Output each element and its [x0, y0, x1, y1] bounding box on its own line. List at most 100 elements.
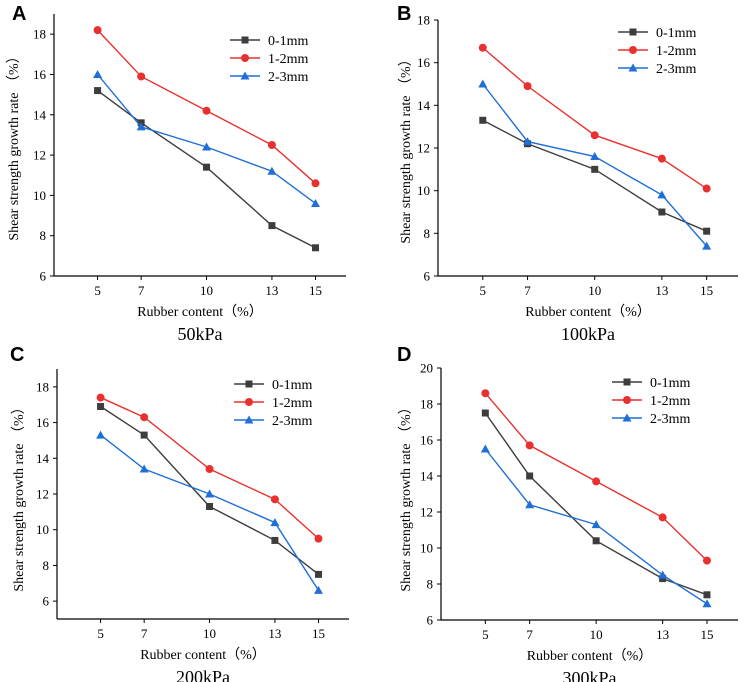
x-tick-label: 7: [524, 283, 531, 298]
data-point: [311, 244, 319, 252]
x-tick-label: 13: [656, 627, 669, 642]
legend-marker: [241, 36, 249, 44]
legend-marker: [240, 71, 250, 80]
data-point: [702, 241, 712, 250]
legend-marker: [245, 380, 253, 388]
data-point: [658, 570, 668, 579]
x-tick-label: 7: [526, 627, 533, 642]
data-point: [657, 190, 667, 199]
data-point: [140, 431, 148, 439]
x-tick-label: 13: [268, 626, 281, 641]
y-tick-label: 18: [417, 13, 430, 28]
data-point: [202, 142, 212, 151]
x-tick-label: 5: [480, 283, 487, 298]
data-point: [94, 87, 102, 95]
data-point: [658, 208, 666, 216]
legend-marker: [623, 378, 631, 386]
legend-label: 0-1mm: [272, 378, 313, 393]
data-point: [96, 393, 105, 402]
y-tick-label: 8: [40, 228, 47, 243]
legend-marker: [623, 396, 631, 404]
legend: 0-1mm 1-2mm 2-3mm: [612, 376, 691, 427]
x-axis-label: Rubber content（%）: [137, 304, 263, 320]
y-tick-label: 14: [36, 451, 50, 466]
data-point: [702, 556, 711, 565]
data-point: [206, 503, 214, 510]
data-point: [479, 116, 487, 124]
data-point: [139, 464, 149, 473]
data-point: [592, 537, 600, 545]
legend-label: 1-2mm: [272, 396, 313, 411]
y-tick-label: 16: [36, 415, 50, 430]
y-tick-label: 10: [33, 188, 46, 203]
panel-title: 100kPa: [561, 324, 615, 344]
panel-title: 50kPa: [178, 324, 223, 344]
panel-D: D 6 8 10 12 14 16 18 20 5 7 10 13 15 Rubber content（%）…: [397, 344, 738, 682]
x-tick-label: 7: [141, 626, 148, 641]
y-tick-label: 6: [427, 613, 434, 628]
panel-title: 200kPa: [176, 667, 230, 682]
y-tick-label: 8: [427, 577, 434, 592]
series-line: [97, 74, 316, 205]
data-point: [270, 495, 279, 504]
data-point: [703, 227, 711, 235]
x-tick-label: 15: [700, 627, 713, 642]
data-point: [591, 165, 599, 173]
series-0-1mm: [97, 403, 322, 578]
series-1-2mm: [93, 26, 320, 188]
legend-label: 2-3mm: [656, 62, 697, 77]
x-tick-label: 7: [138, 283, 145, 298]
panel-A: A 6 8 10 12 14 16 18 5 7 10 13 15 Rubber content（%） Sh…: [6, 3, 346, 344]
series-0-1mm: [481, 409, 711, 599]
y-tick-label: 14: [420, 469, 434, 484]
y-tick-label: 20: [420, 361, 433, 376]
data-point: [310, 198, 320, 207]
x-tick-label: 5: [482, 627, 489, 642]
x-tick-label: 10: [588, 283, 601, 298]
y-tick-label: 16: [417, 55, 431, 70]
legend-label: 2-3mm: [650, 412, 691, 427]
y-tick-label: 14: [417, 98, 431, 113]
x-tick-label: 10: [200, 283, 213, 298]
series-2-3mm: [96, 430, 323, 594]
series-2-3mm: [480, 444, 712, 608]
y-tick-label: 16: [33, 67, 47, 82]
y-tick-label: 6: [40, 269, 47, 284]
data-point: [268, 222, 276, 230]
data-point: [525, 500, 535, 509]
y-tick-label: 6: [43, 594, 50, 609]
y-tick-label: 8: [43, 558, 50, 573]
data-point: [137, 72, 146, 81]
y-tick-label: 10: [420, 541, 433, 556]
data-point: [314, 534, 323, 543]
series-1-2mm: [481, 389, 711, 565]
data-point: [523, 137, 533, 146]
data-point: [311, 179, 320, 188]
x-tick-label: 10: [590, 627, 603, 642]
y-tick-label: 12: [420, 505, 433, 520]
x-tick-label: 10: [203, 626, 216, 641]
data-point: [202, 106, 211, 115]
y-tick-label: 12: [33, 148, 46, 163]
y-tick-label: 18: [36, 379, 49, 394]
y-tick-label: 12: [417, 141, 430, 156]
y-tick-label: 10: [417, 183, 430, 198]
y-tick-label: 8: [424, 226, 431, 241]
legend-label: 1-2mm: [268, 52, 309, 67]
x-tick-label: 13: [265, 283, 278, 298]
data-point: [481, 389, 490, 398]
data-point: [592, 477, 601, 486]
y-tick-label: 14: [33, 107, 47, 122]
data-point: [93, 26, 102, 35]
data-point: [140, 413, 149, 422]
legend-marker: [245, 398, 253, 406]
legend-label: 0-1mm: [650, 376, 691, 391]
data-point: [136, 122, 146, 131]
legend-marker: [629, 28, 637, 36]
x-tick-label: 5: [94, 283, 101, 298]
panel-letter: C: [10, 344, 24, 366]
data-point: [658, 513, 667, 522]
data-point: [93, 69, 103, 78]
x-tick-label: 13: [655, 283, 668, 298]
data-point: [702, 184, 711, 193]
